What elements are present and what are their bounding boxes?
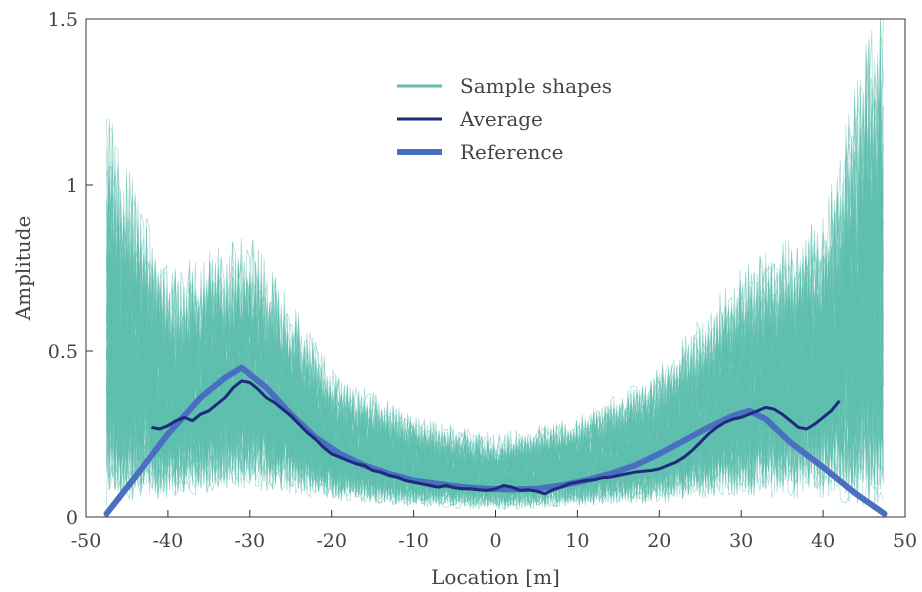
reference-line xyxy=(103,364,888,517)
x-tick-label: 30 xyxy=(729,530,753,552)
x-axis-label: Location [m] xyxy=(431,565,560,589)
average-line xyxy=(151,379,841,496)
x-tick-label: 20 xyxy=(647,530,671,552)
sample-shape-trace xyxy=(106,128,884,507)
y-tick-label: 0 xyxy=(66,507,78,529)
legend-label-average: Average xyxy=(459,107,543,131)
x-axis-ticks: -50 -40 -30 -20 -10 0 10 20 30 40 50 xyxy=(71,510,917,552)
x-tick-label: 10 xyxy=(565,530,589,552)
legend: Sample shapes Average Reference xyxy=(397,74,612,164)
legend-label-sample-shapes: Sample shapes xyxy=(460,74,612,98)
x-tick-label: -50 xyxy=(71,530,102,552)
y-axis-label: Amplitude xyxy=(11,216,35,322)
x-tick-label: -40 xyxy=(153,530,184,552)
average-series xyxy=(151,379,841,496)
x-tick-label: -10 xyxy=(398,530,429,552)
y-tick-label: 1.5 xyxy=(48,9,78,31)
y-axis-ticks: 0 0.5 1 1.5 xyxy=(48,9,93,529)
legend-label-reference: Reference xyxy=(460,140,563,164)
x-tick-label: 40 xyxy=(811,530,835,552)
x-tick-label: 50 xyxy=(893,530,917,552)
y-tick-label: 0.5 xyxy=(48,341,78,363)
y-tick-label: 1 xyxy=(66,175,78,197)
x-tick-label: -20 xyxy=(316,530,347,552)
reference-series xyxy=(103,364,888,517)
x-tick-label: 0 xyxy=(489,530,501,552)
x-tick-label: -30 xyxy=(234,530,265,552)
sample-shape-trace xyxy=(106,161,884,508)
